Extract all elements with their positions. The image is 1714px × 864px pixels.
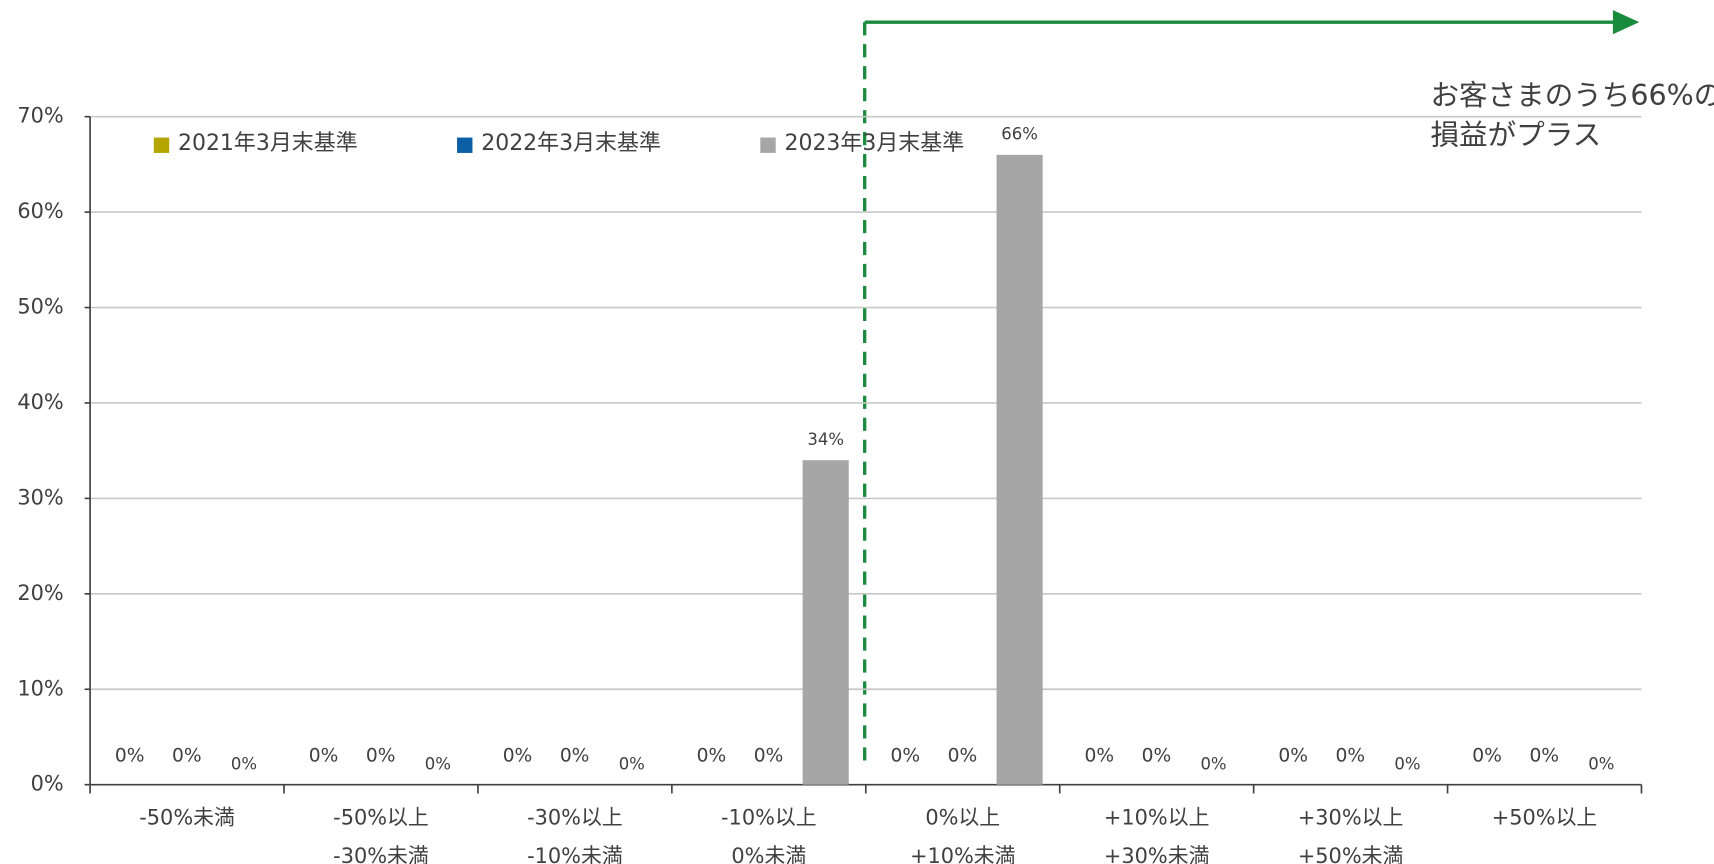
bar: [996, 154, 1043, 785]
data-label: 0%: [366, 746, 396, 767]
data-label: 0%: [425, 754, 451, 773]
legend-label: 2023年3月末基準: [784, 131, 964, 156]
data-label: 0%: [1200, 754, 1226, 773]
x-tick-label: +10%以上: [1104, 806, 1210, 830]
bar: [802, 460, 849, 785]
data-label: 0%: [754, 746, 784, 767]
y-tick-label: 70%: [17, 104, 63, 128]
x-tick-label: +50%未満: [1298, 844, 1404, 864]
data-label: 0%: [1084, 746, 1114, 767]
y-tick-label: 0%: [31, 772, 64, 796]
x-tick-label: -10%未満: [527, 844, 623, 864]
legend-label: 2022年3月末基準: [481, 131, 661, 156]
annotation: お客さまのうち66%の: [1431, 78, 1714, 112]
x-tick-label: -10%以上: [721, 806, 817, 830]
x-tick-label: -50%以上: [333, 806, 429, 830]
legend-label: 2021年3月末基準: [178, 131, 358, 156]
legend-swatch: [760, 137, 776, 153]
data-label: 0%: [1394, 754, 1420, 773]
y-tick-label: 20%: [17, 581, 63, 605]
data-label: 0%: [309, 746, 339, 767]
legend-swatch: [153, 137, 170, 153]
x-tick-label: 0%以上: [925, 806, 1000, 830]
annotation: 損益がプラス: [1431, 117, 1602, 151]
data-label: 0%: [1472, 746, 1502, 767]
data-label: 0%: [948, 746, 978, 767]
y-tick-label: 60%: [17, 199, 63, 223]
data-label: 0%: [1529, 746, 1559, 767]
x-tick-label: +10%未満: [910, 844, 1016, 864]
data-label: 0%: [503, 746, 533, 767]
x-tick-label: +30%未満: [1104, 844, 1210, 864]
data-label: 34%: [807, 430, 844, 449]
x-tick-label: +30%以上: [1298, 806, 1404, 830]
data-label: 66%: [1001, 125, 1038, 144]
data-label: 0%: [115, 746, 145, 767]
data-label: 0%: [172, 746, 202, 767]
x-tick-label: +50%以上: [1492, 806, 1598, 830]
data-label: 0%: [891, 746, 921, 767]
data-label: 0%: [1142, 746, 1172, 767]
arrow-head: [1612, 10, 1640, 35]
data-label: 0%: [1588, 754, 1614, 773]
x-tick-label: -30%以上: [527, 806, 623, 830]
y-tick-label: 10%: [17, 676, 63, 700]
x-tick-label: 0%未満: [731, 844, 806, 864]
y-tick-label: 50%: [17, 295, 63, 319]
data-label: 0%: [231, 754, 257, 773]
y-tick-label: 30%: [17, 485, 63, 509]
y-tick-label: 40%: [17, 390, 63, 414]
data-label: 0%: [560, 746, 590, 767]
data-label: 0%: [1278, 746, 1308, 767]
data-label: 0%: [697, 746, 727, 767]
data-label: 0%: [619, 754, 645, 773]
x-tick-label: -30%未満: [333, 844, 429, 864]
data-label: 0%: [1336, 746, 1366, 767]
legend-swatch: [457, 137, 473, 153]
x-tick-label: -50%未満: [139, 806, 235, 830]
